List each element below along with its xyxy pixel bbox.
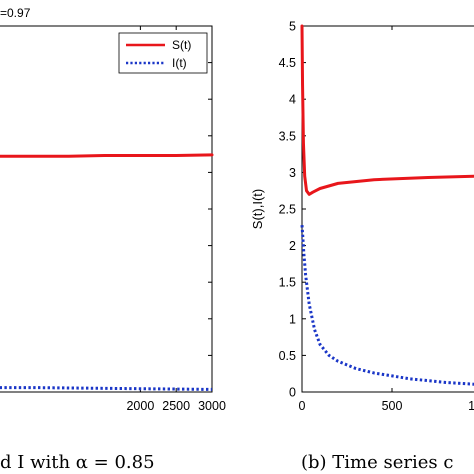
series-line-s <box>0 153 214 158</box>
panel-b-caption: (b) Time series c <box>301 452 453 473</box>
y-tick-label: 1 <box>289 312 296 326</box>
panel-b-ylabel: S(t),I(t) <box>250 189 265 229</box>
panel-b-x-ticks: 0 500 1000 <box>299 26 474 413</box>
panel-a-axes-box <box>0 25 213 393</box>
panel-a-caption: d I with α = 0.85 <box>0 452 155 473</box>
y-tick-label: 3 <box>289 166 296 180</box>
panel-b-axes-box <box>301 25 474 393</box>
y-tick-label: 3.5 <box>279 129 296 143</box>
x-tick-label: 2500 <box>162 399 190 413</box>
panel-b-series <box>300 24 474 386</box>
x-tick-label: 1000 <box>468 399 474 413</box>
panel-b: 0 0.5 1 1.5 2 2.5 3 3.5 4 4.5 5 0 500 1000 S(t),I(t)… <box>250 20 474 473</box>
legend-label-s: S(t) <box>172 38 191 52</box>
y-tick-label: 1.5 <box>279 276 296 290</box>
legend-box <box>118 32 208 74</box>
series-line-i <box>0 386 213 391</box>
legend-label-i: I(t) <box>172 56 187 70</box>
x-tick-label: 2000 <box>126 399 154 413</box>
y-tick-label: 2 <box>289 239 296 253</box>
panel-b-y-ticks: 0 0.5 1 1.5 2 2.5 3 3.5 4 4.5 5 <box>279 20 306 400</box>
x-tick-label: 500 <box>382 399 403 413</box>
panel-a-x-ticks: 2000 2500 3000 <box>126 26 226 413</box>
x-tick-label: 0 <box>299 399 306 413</box>
y-tick-label: 0.5 <box>279 349 296 363</box>
y-tick-label: 2.5 <box>279 203 296 217</box>
panel-a: =0.97 2000 2500 3000 S(t) I(t) d I with α … <box>0 6 226 473</box>
series-line-s <box>300 24 474 196</box>
panel-a-right-ticks <box>208 25 212 393</box>
panel-a-corner-text: =0.97 <box>0 6 31 20</box>
x-tick-label: 3000 <box>198 399 226 413</box>
series-line-i <box>300 224 474 386</box>
y-tick-label: 0 <box>289 386 296 400</box>
y-tick-label: 4 <box>289 93 296 107</box>
panel-a-series <box>0 153 214 391</box>
y-tick-label: 4.5 <box>279 56 296 70</box>
panel-a-legend: S(t) I(t) <box>118 32 208 74</box>
y-tick-label: 5 <box>289 20 296 34</box>
